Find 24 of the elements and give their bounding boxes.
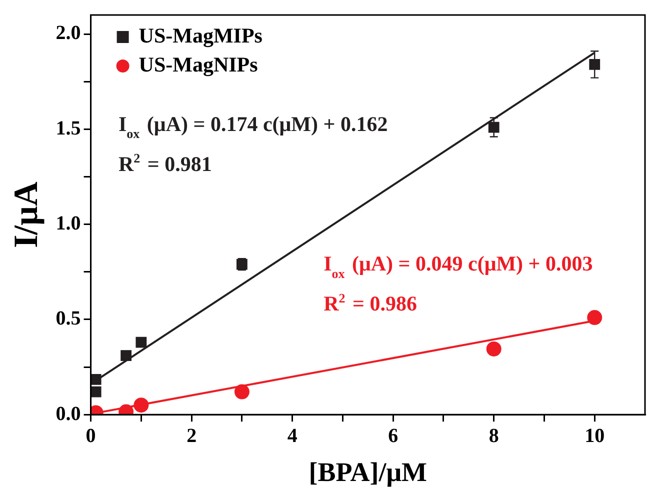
point xyxy=(587,310,602,326)
legend-label: US-MagMIPs xyxy=(138,23,262,48)
y-axis-title: I/μA xyxy=(8,181,46,248)
point xyxy=(486,341,502,356)
x-tick-label: 0 xyxy=(86,424,96,447)
point xyxy=(589,59,600,70)
x-tick-label: 10 xyxy=(584,424,605,447)
y-tick-label: 0.0 xyxy=(56,402,81,425)
x-tick-label: 6 xyxy=(388,424,398,447)
y-tick-label: 2.0 xyxy=(56,22,81,44)
x-axis-title: [BPA]/μM xyxy=(308,456,428,487)
x-tick-label: 8 xyxy=(488,424,499,447)
x-tick-label: 2 xyxy=(186,424,197,447)
point xyxy=(136,336,147,348)
point xyxy=(120,350,132,362)
x-tick-label: 4 xyxy=(287,424,298,447)
y-tick-label: 1.0 xyxy=(56,212,81,234)
point xyxy=(234,384,250,400)
y-tick-label: 0.5 xyxy=(56,308,81,330)
point xyxy=(90,386,102,398)
legend-label: US-MagNIPs xyxy=(138,52,258,76)
y-tick-label: 1.5 xyxy=(56,117,81,140)
point xyxy=(90,374,102,385)
point xyxy=(134,398,149,413)
